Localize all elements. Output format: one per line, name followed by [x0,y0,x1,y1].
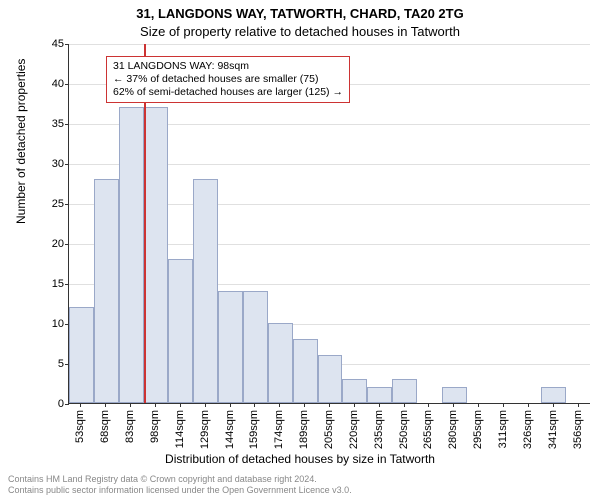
y-tick-mark [65,204,69,205]
title-sub: Size of property relative to detached ho… [0,24,600,39]
x-tick-mark [155,403,156,407]
bar [268,323,293,403]
x-tick-mark [528,403,529,407]
x-tick-mark [130,403,131,407]
x-tick-mark [105,403,106,407]
x-tick-label: 235sqm [373,410,385,449]
bar [392,379,417,403]
x-tick-mark [329,403,330,407]
x-tick-mark [354,403,355,407]
x-tick-label: 129sqm [199,410,211,449]
y-tick-label: 10 [36,318,64,330]
x-tick-mark [453,403,454,407]
x-tick-label: 341sqm [547,410,559,449]
title-main: 31, LANGDONS WAY, TATWORTH, CHARD, TA20 … [0,6,600,21]
annotation-box: 31 LANGDONS WAY: 98sqm ← 37% of detached… [106,56,350,103]
x-tick-label: 356sqm [572,410,584,449]
y-tick-label: 20 [36,238,64,250]
x-tick-label: 98sqm [149,410,161,443]
footer-line-2: Contains public sector information licen… [8,485,352,496]
y-tick-label: 5 [36,358,64,370]
bar [144,107,169,403]
y-tick-mark [65,164,69,165]
x-tick-label: 144sqm [224,410,236,449]
y-tick-mark [65,84,69,85]
x-tick-label: 53sqm [74,410,86,443]
bar [293,339,318,403]
x-tick-mark [180,403,181,407]
x-tick-mark [404,403,405,407]
y-tick-mark [65,44,69,45]
x-tick-mark [379,403,380,407]
bar [94,179,119,403]
x-tick-label: 189sqm [298,410,310,449]
x-tick-label: 68sqm [99,410,111,443]
bar [367,387,392,403]
y-tick-label: 45 [36,38,64,50]
y-tick-label: 30 [36,158,64,170]
annotation-line-3: 62% of semi-detached houses are larger (… [113,86,343,99]
y-tick-label: 25 [36,198,64,210]
annotation-line-1: 31 LANGDONS WAY: 98sqm [113,60,343,73]
x-tick-mark [254,403,255,407]
bar [218,291,243,403]
x-tick-label: 83sqm [124,410,136,443]
y-tick-label: 0 [36,398,64,410]
y-tick-mark [65,124,69,125]
y-tick-label: 15 [36,278,64,290]
x-tick-mark [478,403,479,407]
x-tick-mark [80,403,81,407]
x-axis-label: Distribution of detached houses by size … [0,452,600,466]
x-tick-mark [428,403,429,407]
y-tick-mark [65,364,69,365]
bar [168,259,193,403]
x-tick-mark [503,403,504,407]
y-tick-mark [65,324,69,325]
bar [69,307,94,403]
y-tick-label: 35 [36,118,64,130]
y-tick-label: 40 [36,78,64,90]
annotation-line-2: ← 37% of detached houses are smaller (75… [113,73,343,86]
x-tick-label: 280sqm [447,410,459,449]
x-tick-mark [205,403,206,407]
chart-container: 31, LANGDONS WAY, TATWORTH, CHARD, TA20 … [0,0,600,500]
bar [119,107,144,403]
x-tick-label: 326sqm [522,410,534,449]
gridline [69,44,590,45]
x-tick-label: 311sqm [497,410,509,448]
bar [342,379,367,403]
y-tick-mark [65,244,69,245]
bar [243,291,268,403]
x-tick-mark [230,403,231,407]
bar [318,355,343,403]
x-tick-mark [553,403,554,407]
x-tick-label: 159sqm [248,410,260,449]
x-tick-mark [304,403,305,407]
bar [193,179,218,403]
x-tick-label: 250sqm [398,410,410,449]
x-tick-mark [578,403,579,407]
x-tick-label: 220sqm [348,410,360,449]
bar [541,387,566,403]
x-tick-label: 265sqm [422,410,434,449]
footer-line-1: Contains HM Land Registry data © Crown c… [8,474,352,485]
y-axis-label: Number of detached properties [14,59,28,224]
y-tick-mark [65,404,69,405]
footer: Contains HM Land Registry data © Crown c… [8,474,352,496]
bar [442,387,467,403]
x-tick-label: 205sqm [323,410,335,449]
y-tick-mark [65,284,69,285]
x-tick-label: 295sqm [472,410,484,449]
x-tick-label: 174sqm [273,410,285,449]
x-tick-mark [279,403,280,407]
x-tick-label: 114sqm [174,410,186,448]
